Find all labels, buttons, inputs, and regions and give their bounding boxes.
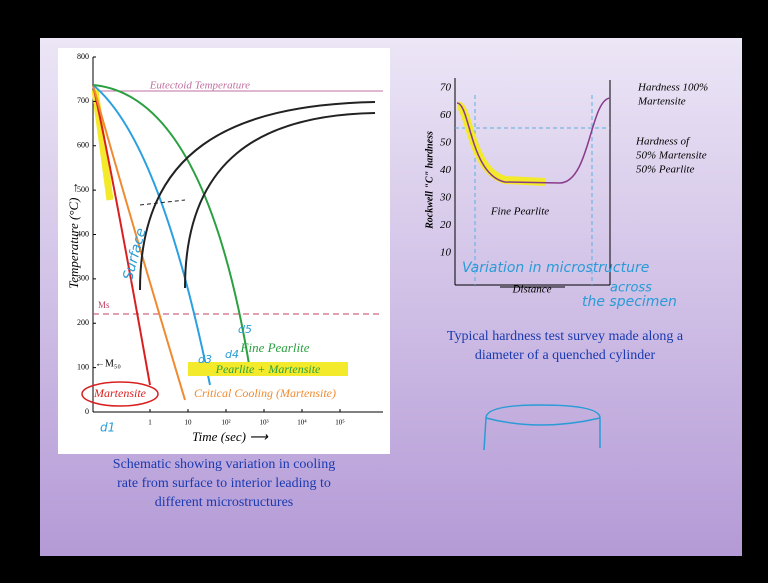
x-tick-label: 10² — [221, 419, 230, 427]
y-tick-label: 100 — [77, 362, 89, 371]
label: Pearlite + Martensite — [215, 362, 321, 376]
y-tick-label: 30 — [439, 192, 452, 204]
axis-label: Rockwell "C" hardness — [424, 131, 435, 230]
label: Critical Cooling (Martensite) — [194, 386, 336, 400]
slide: Eutectoid Temperature Temperature (°C) →… — [0, 0, 768, 578]
axis-label: Distance — [511, 284, 551, 296]
caption: Schematic showing variation in cooling — [113, 457, 335, 472]
y-tick-label: 60 — [440, 109, 452, 121]
y-tick-label: 200 — [77, 318, 89, 327]
y-tick-label: 300 — [77, 274, 89, 283]
label: 50% Pearlite — [636, 164, 694, 176]
label: Fine Pearlite — [490, 206, 549, 218]
note: d4 — [225, 348, 239, 361]
y-tick-label: 800 — [77, 52, 89, 61]
y-tick-label: 40 — [440, 164, 452, 176]
caption: different microstructures — [155, 495, 294, 510]
label: ←M₅₀ — [95, 358, 121, 369]
label: Hardness 100% — [637, 82, 708, 94]
label: Martensite — [637, 96, 686, 108]
label: Ms — [98, 300, 110, 310]
note: d5 — [238, 323, 252, 336]
y-tick-label: 20 — [440, 219, 452, 231]
x-tick-label: 10³ — [259, 419, 268, 427]
y-tick-label: 400 — [77, 229, 89, 238]
y-tick-label: 700 — [77, 96, 89, 105]
label: Eutectoid Temperature — [149, 80, 250, 92]
x-tick-label: 10 — [185, 419, 193, 427]
caption: diameter of a quenched cylinder — [475, 348, 656, 363]
caption: Typical hardness test survey made along … — [447, 329, 684, 344]
label: Fine Pearlite — [240, 340, 310, 355]
x-tick-label: 10⁵ — [335, 419, 345, 427]
x-tick-label: 1 — [148, 419, 152, 427]
axis-label: Time (sec) ⟶ — [192, 429, 269, 444]
caption: rate from surface to interior leading to — [117, 476, 331, 491]
note: d3 — [198, 353, 212, 366]
label: Hardness of — [635, 136, 691, 148]
x-tick-label: 10⁴ — [297, 419, 307, 427]
note: the specimen — [582, 294, 677, 310]
y-tick-label: 10 — [440, 247, 452, 259]
y-tick-label: 600 — [77, 141, 89, 150]
note: d1 — [100, 421, 115, 435]
label: 50% Martensite — [636, 150, 707, 162]
note: Variation in microstructure — [462, 260, 649, 276]
label: Martensite — [93, 386, 147, 400]
y-tick-label: 500 — [77, 185, 89, 194]
y-tick-label: 0 — [85, 407, 89, 416]
y-tick-label: 50 — [440, 137, 452, 149]
y-tick-label: 70 — [440, 82, 452, 94]
